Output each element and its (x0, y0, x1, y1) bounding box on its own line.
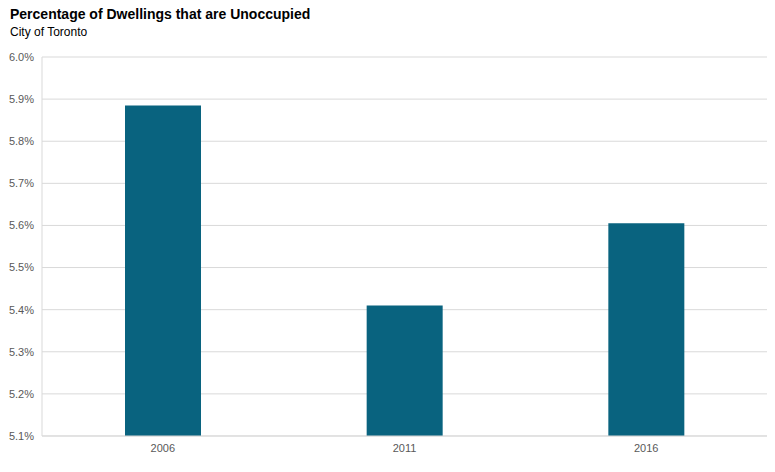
html-text:Percentage of Dwellings that a: Percentage of Dwellings that are Unoccup… (10, 6, 311, 22)
svg-text:5.1%: 5.1% (9, 430, 34, 442)
svg-text:2016: 2016 (634, 442, 658, 454)
svg-text:5.2%: 5.2% (9, 388, 34, 400)
html-text:City of Toronto: City of Toronto (10, 25, 88, 39)
svg-text:5.3%: 5.3% (9, 346, 34, 358)
svg-text:5.6%: 5.6% (9, 219, 34, 231)
svg-text:5.8%: 5.8% (9, 135, 34, 147)
svg-text:6.0%: 6.0% (9, 51, 34, 63)
svg-text:5.9%: 5.9% (9, 93, 34, 105)
svg-text:2006: 2006 (151, 442, 175, 454)
svg-text:5.4%: 5.4% (9, 304, 34, 316)
svg-text:5.5%: 5.5% (9, 261, 34, 273)
svg-text:2011: 2011 (393, 442, 417, 454)
svg-text:5.7%: 5.7% (9, 177, 34, 189)
